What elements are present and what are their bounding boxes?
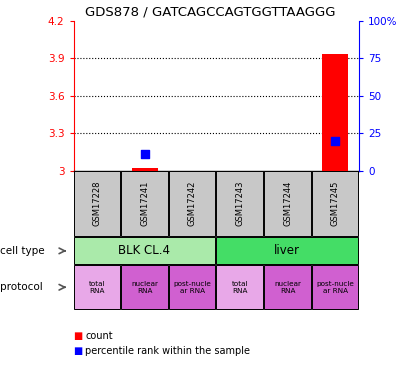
Text: nuclear
RNA: nuclear RNA (131, 281, 158, 294)
Point (332, 138, 339, 144)
Text: GSM17245: GSM17245 (331, 181, 340, 226)
Text: liver: liver (274, 244, 300, 257)
Point (142, 152, 148, 157)
Text: post-nucle
ar RNA: post-nucle ar RNA (316, 281, 354, 294)
Text: nuclear
RNA: nuclear RNA (274, 281, 301, 294)
Text: GDS878 / GATCAGCCAGTGGTTAAGGG: GDS878 / GATCAGCCAGTGGTTAAGGG (85, 6, 335, 19)
Text: GSM17244: GSM17244 (283, 181, 292, 226)
Text: count: count (85, 331, 113, 340)
Text: ■: ■ (74, 331, 83, 340)
Text: protocol: protocol (0, 282, 43, 292)
Text: post-nucle
ar RNA: post-nucle ar RNA (173, 281, 211, 294)
Bar (132, 168, 158, 171)
Text: ■: ■ (74, 346, 83, 355)
Text: cell type: cell type (0, 246, 45, 256)
Text: total
RNA: total RNA (232, 281, 248, 294)
Text: BLK CL.4: BLK CL.4 (118, 244, 171, 257)
Text: GSM17242: GSM17242 (188, 181, 197, 226)
Text: GSM17228: GSM17228 (93, 181, 102, 226)
Bar (322, 54, 349, 171)
Text: total
RNA: total RNA (89, 281, 105, 294)
Text: percentile rank within the sample: percentile rank within the sample (85, 346, 250, 355)
Text: GSM17243: GSM17243 (236, 181, 244, 226)
Text: GSM17241: GSM17241 (140, 181, 150, 226)
